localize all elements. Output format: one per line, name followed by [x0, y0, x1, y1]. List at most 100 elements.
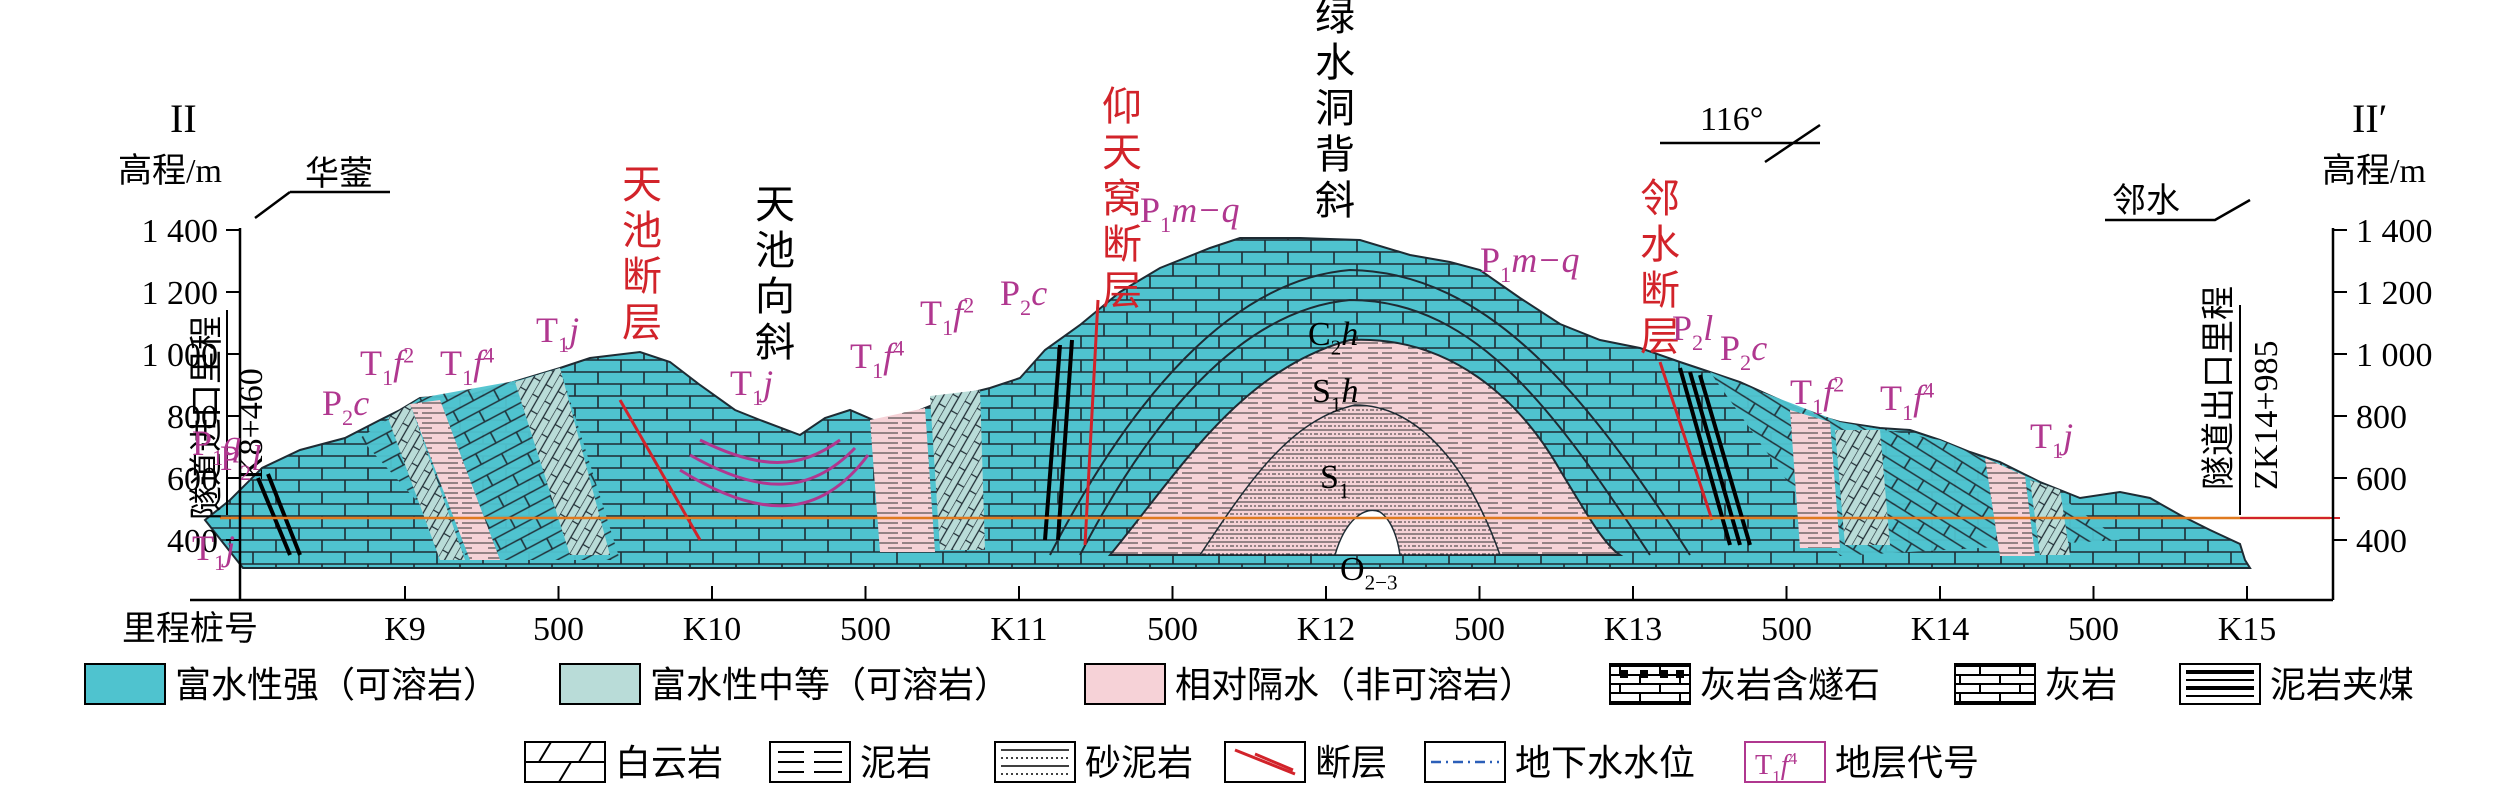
legend-swatch-aquiclude: [1084, 663, 1166, 705]
aquiclude-band-4: [1985, 458, 2035, 556]
y-tick-label: 1 200: [2356, 275, 2433, 312]
strong-aquifer-body: [203, 237, 2252, 569]
x-tick-label: 500: [2068, 611, 2119, 648]
x-tick-label: K13: [1604, 611, 1663, 648]
legend-swatch-sandmud: [994, 741, 1076, 783]
stratum-code: C2h: [1308, 316, 1358, 360]
tunnel-entrance-chainage: K8+460: [233, 368, 270, 480]
x-tick-label: 500: [1454, 611, 1505, 648]
direction-arrow-left: 华蓥: [254, 155, 390, 220]
legend-label: 富水性中等（可溶岩）: [650, 665, 1010, 705]
y-axis-left: 1 400 1 200 1 000 800 600 400: [142, 213, 240, 560]
stratum-code: T1f2: [1790, 371, 1844, 419]
stratum-code: T1j: [192, 528, 235, 575]
section-end-right: II′: [2352, 96, 2387, 141]
stratum-code: T1f4: [440, 342, 494, 390]
tianchi-fault-label: 天池断层: [622, 162, 662, 345]
tunnel-entrance: 隧道进口里程 K8+460: [188, 310, 270, 520]
coal-seams: [256, 339, 1752, 556]
x-axis-title: 里程桩号: [122, 610, 258, 648]
stratum-code: P1m−q: [1140, 190, 1239, 237]
stratum-code: T1j: [730, 363, 773, 410]
bearing-indicator: 116°: [1660, 101, 1821, 164]
legend-swatch-water: [1424, 741, 1506, 783]
y-tick-label: 1 200: [142, 275, 219, 312]
stratum-code: P1m−q: [1480, 240, 1579, 287]
y-tick-label: 600: [2356, 461, 2407, 498]
legend-swatch-strong: [84, 663, 166, 705]
direction-right-label: 邻水: [2112, 182, 2180, 220]
x-tick-label: K10: [683, 611, 742, 648]
core-labels: C2h S1h S1 O2−3: [1308, 316, 1398, 595]
x-axis: K9 500 K10 500 K11 500 K12 500 K13 500 K14 500 K15: [384, 586, 2276, 648]
direction-arrow-right: 邻水: [2105, 182, 2251, 222]
y-axis-right: 1 400 1 200 1 000 800 600 400: [2333, 213, 2433, 560]
syncline-arcs: [679, 438, 870, 508]
legend-label: 相对隔水（非可溶岩）: [1175, 665, 1535, 705]
y-tick-label: 1 000: [142, 337, 219, 374]
legend: 富水性强（可溶岩） 富水性中等（可溶岩） 相对隔水（非可溶岩） 灰岩含燧石 灰岩 泥岩夹煤…: [84, 663, 2414, 786]
x-tick-label: 500: [1147, 611, 1198, 648]
tunnel-exit: 隧道出口里程 ZK14+985: [2200, 286, 2285, 515]
faults: [618, 299, 1714, 546]
medium-band-3: [930, 390, 985, 550]
yangtianwo-fault-line: [1083, 299, 1100, 546]
elevation-label-right: 高程/m: [2322, 152, 2426, 190]
legend-label: 地下水水位: [1515, 743, 1695, 783]
medium-band-2: [515, 368, 610, 555]
tunnel-exit-chainage: ZK14+985: [2248, 341, 2285, 491]
legend-swatch-fault: [1224, 741, 1306, 783]
stratum-code: P2c: [1720, 328, 1767, 375]
x-tick-label: 500: [1761, 611, 1812, 648]
stratum-code: P2c: [1000, 273, 1047, 320]
legend-swatch-mudstone: [769, 741, 851, 783]
x-tick-label: K15: [2218, 611, 2277, 648]
bearing-label: 116°: [1700, 101, 1763, 138]
y-tick-label: 1 000: [2356, 337, 2433, 374]
linshui-fault-label: 邻水断层: [1640, 176, 1680, 359]
stratum-code: P2l: [1672, 308, 1713, 355]
legend-swatch-chert: [1609, 663, 1691, 705]
legend-label: 地层代号: [1835, 743, 1979, 783]
lvshuidong-anticline-label: 绿水洞背斜: [1315, 0, 1355, 223]
anticline-arcs: [1049, 268, 1691, 556]
stratum-code: T1f2: [360, 342, 414, 390]
y-tick-label: 1 400: [142, 213, 219, 250]
aquiclude-band-2: [870, 408, 935, 552]
linshui-fault-line: [1658, 361, 1714, 521]
legend-label: 灰岩含燧石: [1700, 665, 1880, 705]
x-tick-label: K11: [990, 611, 1047, 648]
direction-left-label: 华蓥: [305, 155, 373, 193]
legend-label: 泥岩: [860, 743, 932, 783]
legend-label: 白云岩: [615, 743, 723, 783]
legend-label: 砂泥岩: [1085, 743, 1193, 783]
stratum-code: T1f2: [920, 292, 974, 340]
x-tick-label: K12: [1297, 611, 1356, 648]
stratum-code: P1q: [192, 423, 241, 470]
legend-label: 断层: [1315, 743, 1387, 783]
aquiclude-band-3: [1790, 410, 1840, 548]
x-tick-label: 500: [840, 611, 891, 648]
aquiclude-band-1: [410, 400, 500, 560]
cross-section: [203, 237, 2340, 569]
medium-band-4: [1835, 430, 1890, 545]
stratum-code: T1f4: [850, 335, 904, 383]
stratum-code: S1h: [1312, 373, 1358, 417]
anticline-nucleus: [1334, 509, 1401, 556]
section-end-left: II: [170, 96, 197, 141]
tunnel-exit-label: 隧道出口里程: [2200, 286, 2238, 490]
tianchi-fault-line: [618, 399, 702, 541]
medium-band-1: [388, 404, 465, 560]
legend-swatch-dolomite: [524, 741, 606, 783]
elevation-label-left: 高程/m: [118, 152, 222, 190]
tunnel-entrance-label: 隧道进口里程: [188, 316, 226, 520]
tianchi-syncline-label: 天池向斜: [755, 182, 795, 365]
x-tick-label: K14: [1911, 611, 1970, 648]
stratum-code: T1f4: [1755, 749, 1798, 786]
y-tick-label: 400: [2356, 523, 2407, 560]
x-tick-label: K9: [384, 611, 426, 648]
stratum-code: P2c: [322, 383, 369, 430]
legend-label: 灰岩: [2045, 665, 2117, 705]
x-tick-label: 500: [533, 611, 584, 648]
